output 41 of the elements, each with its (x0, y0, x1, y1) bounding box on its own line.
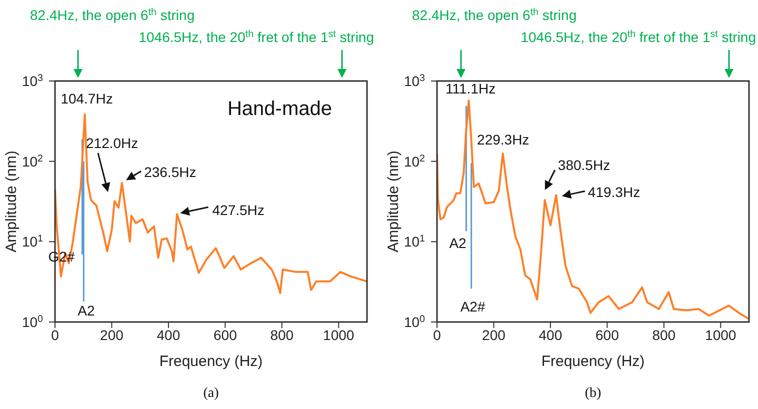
x-tick-label: 800 (652, 326, 676, 343)
y-tick-label: 10$^{2}$ (22, 152, 43, 170)
x-tick-label: 0 (433, 326, 442, 343)
y-tick-label: 10$^{0}$ (22, 314, 44, 330)
y-tick-label: 10$^{1}$ (404, 233, 425, 250)
x-tick-label: 400 (156, 326, 180, 343)
x-tick-label: 600 (596, 326, 620, 343)
y-tick-label: 10$^{1}$ (22, 233, 43, 250)
y-tick-label: 10$^{2}$ (404, 152, 425, 170)
x-tick-label: 1000 (705, 326, 736, 343)
text: 1046.5Hz, the 20$^{th}$ fret of the 1$^{st}$ string (520, 28, 756, 45)
annotation: A2# (460, 298, 486, 315)
x-tick-label: 400 (538, 326, 562, 343)
x-tick-label: 800 (270, 326, 294, 343)
annotation: A2 (78, 302, 95, 318)
text: 82.4Hz, the open 6$^{th}$ string (30, 6, 195, 23)
annotation: 229.3Hz (477, 132, 530, 148)
x-axis-title: Frequency (Hz) (541, 353, 645, 370)
y-tick-label: 10$^{0}$ (404, 314, 426, 330)
x-tick-label: 200 (482, 326, 506, 343)
text: (b) (584, 386, 602, 401)
annotation: 427.5Hz (212, 202, 264, 218)
y-axis-title: Amplitude (nm) (385, 150, 402, 252)
text: 82.4Hz, the open 6$^{th}$ string (412, 6, 577, 23)
annotation: Hand-made (227, 98, 332, 120)
annotation: A2 (449, 235, 467, 252)
annotation: 236.5Hz (144, 164, 196, 180)
text: 1046.5Hz, the 20$^{th}$ fret of the 1$^{st}$ string (138, 28, 374, 45)
annotation: 111.1Hz (446, 80, 496, 97)
y-tick-label: 10$^{3}$ (404, 72, 426, 89)
x-tick-label: 0 (51, 326, 60, 343)
annotation: 104.7Hz (60, 90, 113, 106)
x-tick-label: 200 (100, 326, 124, 343)
x-axis-title: Frequency (Hz) (159, 353, 263, 370)
y-tick-label: 10$^{3}$ (22, 72, 44, 89)
text: (a) (203, 386, 220, 401)
y-axis-title: Amplitude (nm) (3, 150, 20, 252)
annotation: 419.3Hz (588, 184, 640, 200)
x-tick-label: 1000 (323, 326, 354, 343)
annotation: 380.5Hz (558, 157, 610, 174)
x-tick-label: 600 (214, 326, 238, 343)
